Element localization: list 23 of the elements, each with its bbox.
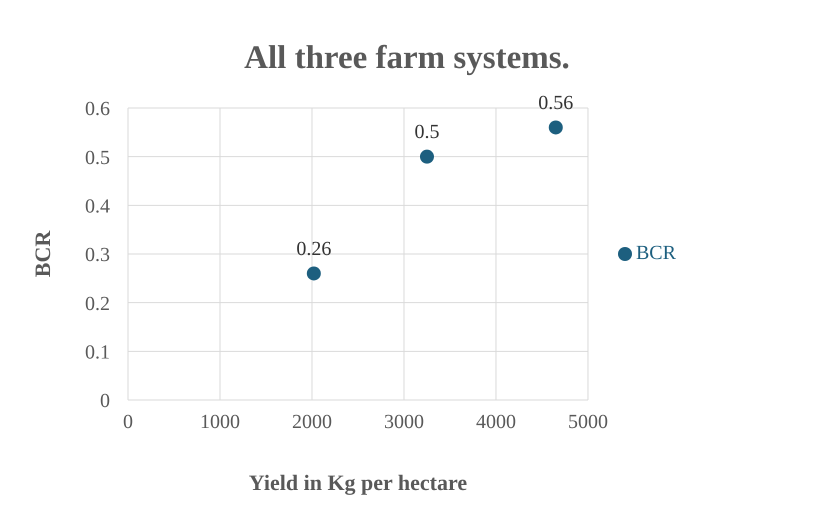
x-tick-label: 1000 — [200, 411, 240, 434]
x-axis-title: Yield in Kg per hectare — [248, 470, 468, 495]
y-tick-label: 0.1 — [85, 341, 110, 364]
chart-title: All three farm systems. — [243, 40, 571, 77]
x-tick-label: 0 — [123, 411, 133, 434]
point — [548, 120, 563, 134]
y-tick-label: 0.4 — [85, 195, 110, 218]
y-tick-label: 0.6 — [85, 98, 110, 120]
x-tick-label: 2000 — [292, 411, 332, 434]
y-tick-label: 0.3 — [85, 244, 110, 266]
point — [420, 150, 434, 164]
x-tick-label: 3000 — [384, 411, 424, 434]
y-axis-title: BCR — [30, 230, 55, 278]
y-tick-label: 0.2 — [85, 292, 110, 315]
legend-label: BCR — [636, 242, 676, 264]
x-tick-label: 5000 — [568, 411, 608, 434]
y-tick-label: 0 — [100, 390, 110, 412]
x-tick-label: 4000 — [476, 411, 516, 434]
y-tick-label: 0.5 — [85, 146, 110, 169]
point — [306, 266, 321, 280]
data-label: 0.26 — [296, 238, 332, 260]
data-label: 0.5 — [414, 121, 440, 144]
data-label: 0.56 — [538, 92, 574, 114]
